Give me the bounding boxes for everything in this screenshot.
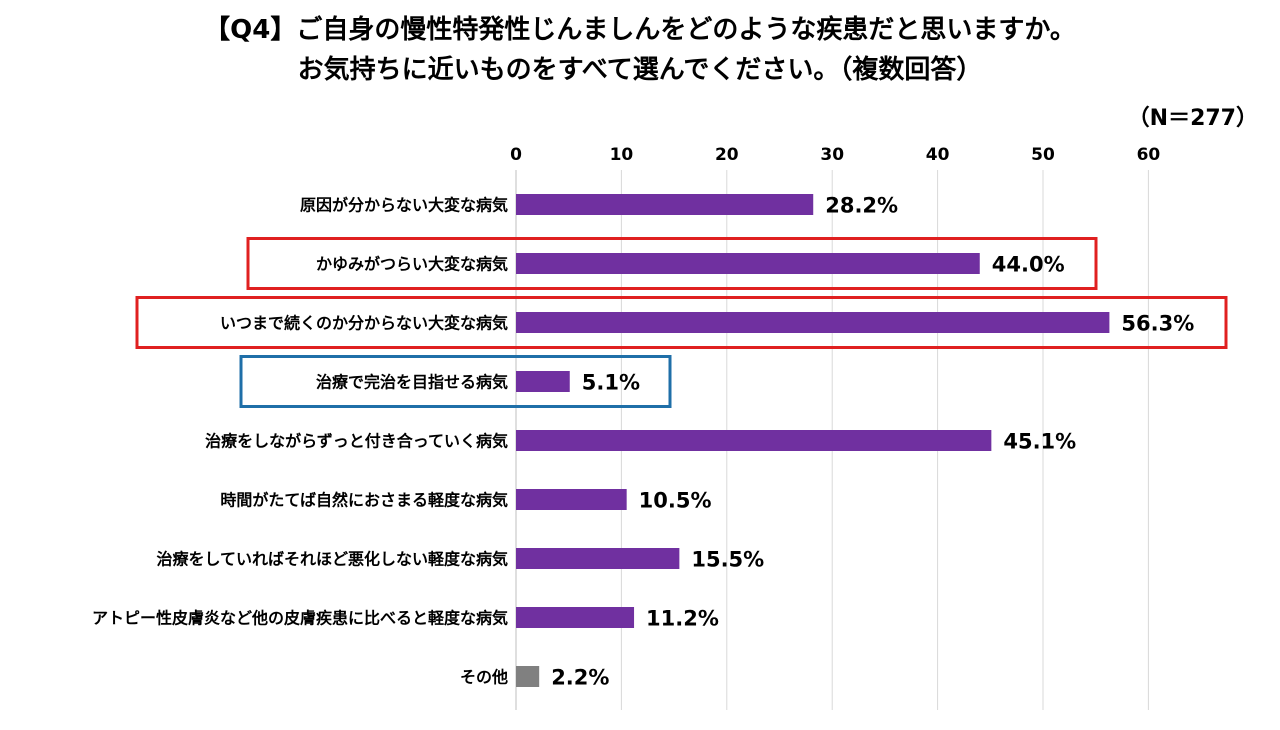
chart-title-line-1: 【Q4】ご自身の慢性特発性じんましんをどのような疾患だと思いますか。 — [204, 15, 1076, 45]
chart-title-line-2: お気持ちに近いものをすべて選んでください。（複数回答） — [297, 55, 983, 85]
category-label: 治療で完治を目指せる病気 — [316, 373, 508, 392]
bar — [516, 489, 627, 510]
category-label: アトピー性皮膚炎など他の皮膚疾患に比べると軽度な病気 — [92, 609, 508, 628]
bar — [516, 430, 992, 451]
x-tick-label: 50 — [1031, 145, 1055, 165]
data-label: 45.1% — [1003, 430, 1076, 454]
bar — [516, 548, 680, 569]
data-label: 15.5% — [691, 548, 764, 572]
highlight-box — [239, 355, 672, 408]
x-tick-label: 60 — [1137, 145, 1161, 165]
category-label: いつまで続くのか分からない大変な病気 — [220, 314, 508, 333]
x-tick-label: 40 — [926, 145, 950, 165]
category-label: 治療をしていればそれほど悪化しない軽度な病気 — [156, 550, 508, 569]
x-tick-label: 20 — [715, 145, 739, 165]
category-label: その他 — [460, 668, 508, 687]
x-tick-label: 0 — [510, 145, 522, 165]
bar — [516, 607, 635, 628]
data-label: 56.3% — [1121, 312, 1194, 336]
data-label: 44.0% — [992, 253, 1065, 277]
bar — [516, 312, 1110, 333]
bar — [516, 253, 980, 274]
x-tick-label: 10 — [610, 145, 634, 165]
category-label: 原因が分からない大変な病気 — [300, 196, 508, 215]
x-tick-label: 30 — [820, 145, 844, 165]
data-label: 5.1% — [582, 371, 640, 395]
highlight-box — [246, 237, 1098, 290]
category-label: 治療をしながらずっと付き合っていく病気 — [205, 432, 508, 451]
data-label: 2.2% — [551, 666, 609, 690]
data-label: 11.2% — [646, 607, 719, 631]
highlight-box — [135, 296, 1228, 349]
category-label: 時間がたてば自然におさまる軽度な病気 — [220, 491, 508, 510]
data-label: 28.2% — [825, 194, 898, 218]
bar — [516, 194, 814, 215]
data-label: 10.5% — [639, 489, 712, 513]
bar — [516, 371, 570, 392]
bar — [516, 666, 540, 687]
chart-title: 【Q4】ご自身の慢性特発性じんましんをどのような疾患だと思いますか。 お気持ちに… — [0, 10, 1280, 90]
sample-size-note: （N＝277） — [1127, 106, 1258, 131]
category-label: かゆみがつらい大変な病気 — [316, 255, 508, 274]
